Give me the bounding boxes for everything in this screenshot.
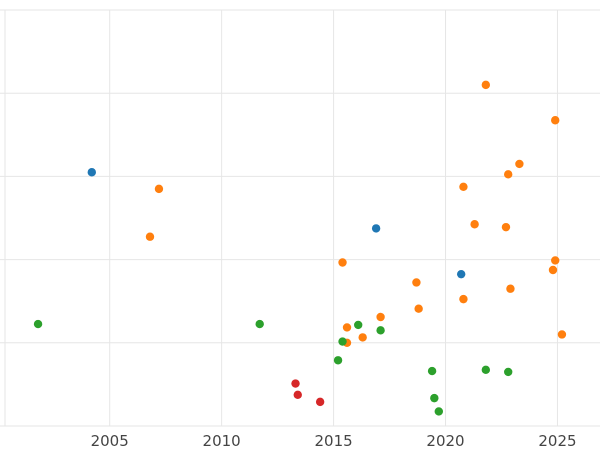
data-point-blue xyxy=(87,168,96,177)
grid xyxy=(0,9,600,427)
data-point-orange xyxy=(358,333,367,342)
data-point-orange xyxy=(459,294,468,304)
data-point-orange xyxy=(501,222,511,232)
data-point-orange xyxy=(459,182,468,191)
x-tick-label: 2020 xyxy=(426,432,464,450)
data-point-green xyxy=(427,366,437,376)
data-point-orange xyxy=(154,184,164,194)
data-point-green xyxy=(33,319,43,329)
data-point-orange xyxy=(515,159,524,169)
data-point-orange xyxy=(548,265,558,275)
x-tick-label: 2025 xyxy=(538,432,576,450)
data-point-blue xyxy=(371,224,381,233)
data-point-orange xyxy=(414,304,423,313)
x-tick-label: 2010 xyxy=(203,432,241,450)
data-point-green xyxy=(504,367,513,377)
x-axis-tick-labels: 2005 2010 2015 2020 2025 xyxy=(91,432,577,450)
data-point-green xyxy=(255,319,264,329)
data-point-orange xyxy=(470,220,479,229)
data-point-green xyxy=(430,393,439,403)
data-point-green xyxy=(338,337,347,346)
data-point-orange xyxy=(504,170,513,179)
data-point-red xyxy=(315,397,325,407)
data-point-orange xyxy=(551,256,560,265)
data-point-green xyxy=(376,326,385,335)
data-point-orange xyxy=(376,312,385,322)
data-point-green xyxy=(434,407,444,416)
data-point-orange xyxy=(481,80,491,90)
data-point-green xyxy=(333,356,343,365)
data-points xyxy=(33,80,567,416)
data-point-blue xyxy=(456,269,466,279)
x-tick-label: 2015 xyxy=(314,432,352,450)
data-point-orange xyxy=(557,330,567,339)
data-point-orange xyxy=(145,232,155,241)
data-point-orange xyxy=(506,284,515,293)
data-point-orange xyxy=(412,278,421,287)
x-tick-label: 2005 xyxy=(91,432,129,450)
data-point-green xyxy=(481,365,491,375)
data-point-red xyxy=(293,390,302,399)
data-point-orange xyxy=(551,116,560,125)
data-point-orange xyxy=(342,323,352,332)
data-point-green xyxy=(354,320,363,330)
data-point-orange xyxy=(338,258,347,267)
data-point-red xyxy=(291,379,300,388)
